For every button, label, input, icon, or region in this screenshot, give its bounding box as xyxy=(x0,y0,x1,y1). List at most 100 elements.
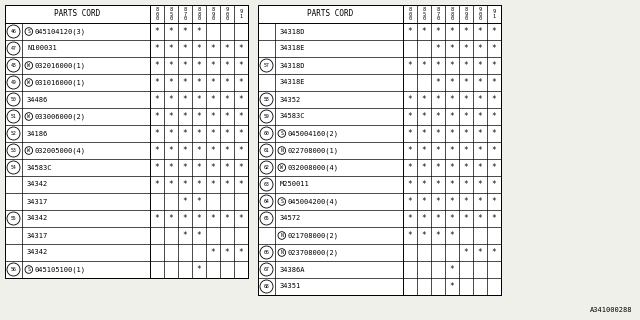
Text: *: * xyxy=(239,129,243,138)
Text: *: * xyxy=(450,44,454,53)
Text: *: * xyxy=(464,27,468,36)
Text: *: * xyxy=(477,27,483,36)
Text: 34318D: 34318D xyxy=(280,62,305,68)
Text: *: * xyxy=(492,129,496,138)
Text: 022708000(1): 022708000(1) xyxy=(287,147,339,154)
Text: *: * xyxy=(464,61,468,70)
Text: *: * xyxy=(169,129,173,138)
Circle shape xyxy=(7,42,20,55)
Text: *: * xyxy=(196,44,202,53)
Text: *: * xyxy=(477,248,483,257)
Text: *: * xyxy=(422,112,426,121)
Text: *: * xyxy=(450,197,454,206)
Text: 045004200(4): 045004200(4) xyxy=(287,198,339,205)
Text: 032016000(1): 032016000(1) xyxy=(35,62,86,69)
Text: *: * xyxy=(464,248,468,257)
Text: *: * xyxy=(211,78,215,87)
Text: *: * xyxy=(225,112,229,121)
Text: *: * xyxy=(450,282,454,291)
Text: 8
0
0: 8 0 0 xyxy=(156,7,159,21)
Text: W: W xyxy=(28,148,30,153)
Text: *: * xyxy=(169,180,173,189)
Text: 34317: 34317 xyxy=(27,233,48,238)
Text: *: * xyxy=(155,78,159,87)
Text: *: * xyxy=(155,146,159,155)
Text: *: * xyxy=(436,214,440,223)
Text: *: * xyxy=(211,180,215,189)
Circle shape xyxy=(25,62,33,69)
Text: *: * xyxy=(408,146,412,155)
Text: 62: 62 xyxy=(264,165,269,170)
Text: *: * xyxy=(477,112,483,121)
Text: *: * xyxy=(155,214,159,223)
Text: *: * xyxy=(182,112,188,121)
Circle shape xyxy=(278,232,285,239)
Text: *: * xyxy=(182,231,188,240)
Text: 64: 64 xyxy=(264,199,269,204)
Text: *: * xyxy=(436,112,440,121)
Text: 57: 57 xyxy=(264,63,269,68)
Circle shape xyxy=(260,246,273,259)
Text: *: * xyxy=(169,78,173,87)
Circle shape xyxy=(260,178,273,191)
Circle shape xyxy=(25,266,33,273)
Text: *: * xyxy=(464,146,468,155)
Text: 9
1: 9 1 xyxy=(239,9,243,19)
Text: 54: 54 xyxy=(11,165,17,170)
Text: *: * xyxy=(422,163,426,172)
Text: PARTS CORD: PARTS CORD xyxy=(54,10,100,19)
Text: *: * xyxy=(239,146,243,155)
Text: *: * xyxy=(436,61,440,70)
Text: *: * xyxy=(436,180,440,189)
Text: *: * xyxy=(436,44,440,53)
Circle shape xyxy=(25,28,33,35)
Text: *: * xyxy=(477,61,483,70)
Text: *: * xyxy=(436,78,440,87)
Bar xyxy=(5,5,248,278)
Text: *: * xyxy=(196,129,202,138)
Circle shape xyxy=(7,144,20,157)
Text: *: * xyxy=(492,95,496,104)
Text: *: * xyxy=(477,44,483,53)
Bar xyxy=(258,5,501,295)
Text: 48: 48 xyxy=(11,63,17,68)
Text: *: * xyxy=(436,146,440,155)
Text: *: * xyxy=(196,180,202,189)
Text: 8
5
0: 8 5 0 xyxy=(170,7,173,21)
Text: *: * xyxy=(182,78,188,87)
Text: *: * xyxy=(155,95,159,104)
Text: *: * xyxy=(196,95,202,104)
Text: W: W xyxy=(28,114,30,119)
Text: N: N xyxy=(280,250,284,255)
Circle shape xyxy=(260,144,273,157)
Text: *: * xyxy=(225,78,229,87)
Text: *: * xyxy=(182,129,188,138)
Text: *: * xyxy=(196,146,202,155)
Circle shape xyxy=(7,25,20,38)
Text: 8
0
0: 8 0 0 xyxy=(408,7,412,21)
Circle shape xyxy=(7,76,20,89)
Text: 032005000(4): 032005000(4) xyxy=(35,147,86,154)
Text: *: * xyxy=(464,214,468,223)
Text: 46: 46 xyxy=(11,29,17,34)
Text: S: S xyxy=(28,29,30,34)
Text: 51: 51 xyxy=(11,114,17,119)
Text: 8
7
0: 8 7 0 xyxy=(184,7,187,21)
Text: 34583C: 34583C xyxy=(280,114,305,119)
Text: *: * xyxy=(169,163,173,172)
Text: *: * xyxy=(492,214,496,223)
Text: 34352: 34352 xyxy=(280,97,301,102)
Text: *: * xyxy=(182,214,188,223)
Text: *: * xyxy=(408,163,412,172)
Text: 34386A: 34386A xyxy=(280,267,305,273)
Text: *: * xyxy=(492,112,496,121)
Text: S: S xyxy=(280,199,284,204)
Text: *: * xyxy=(211,163,215,172)
Text: *: * xyxy=(436,163,440,172)
Text: *: * xyxy=(450,265,454,274)
Text: *: * xyxy=(464,129,468,138)
Text: *: * xyxy=(492,163,496,172)
Text: *: * xyxy=(155,112,159,121)
Text: *: * xyxy=(422,231,426,240)
Circle shape xyxy=(278,249,285,256)
